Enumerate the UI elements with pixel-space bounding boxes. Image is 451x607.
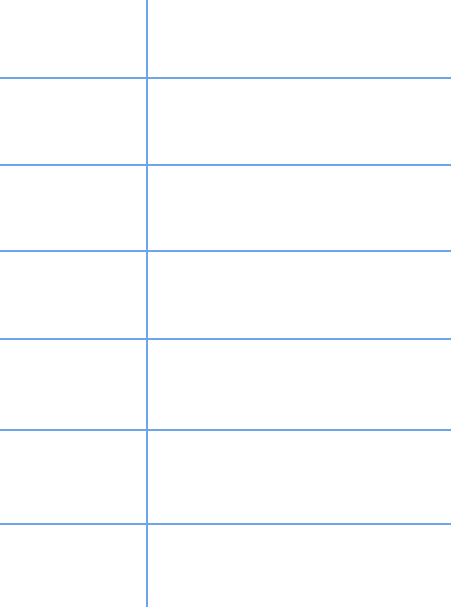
horizontal-divider: [0, 523, 451, 525]
grid-row: [0, 340, 451, 429]
row-label-cell[interactable]: [0, 0, 146, 77]
row-label-cell[interactable]: [0, 431, 146, 523]
grid-row: [0, 525, 451, 607]
row-label-cell[interactable]: [0, 166, 146, 250]
vertical-margin-line: [146, 0, 148, 607]
horizontal-divider: [0, 250, 451, 252]
horizontal-divider: [0, 429, 451, 431]
grid-row: [0, 0, 451, 77]
grid-row: [0, 252, 451, 338]
row-content-cell[interactable]: [148, 252, 451, 338]
row-content-cell[interactable]: [148, 0, 451, 77]
row-label-cell[interactable]: [0, 252, 146, 338]
row-content-cell[interactable]: [148, 340, 451, 429]
grid-row: [0, 166, 451, 250]
row-label-cell[interactable]: [0, 340, 146, 429]
row-content-cell[interactable]: [148, 431, 451, 523]
row-content-cell[interactable]: [148, 525, 451, 607]
row-content-cell[interactable]: [148, 166, 451, 250]
row-label-cell[interactable]: [0, 525, 146, 607]
horizontal-divider: [0, 77, 451, 79]
grid-row: [0, 431, 451, 523]
grid-row: [0, 79, 451, 164]
row-content-cell[interactable]: [148, 79, 451, 164]
horizontal-divider: [0, 338, 451, 340]
horizontal-divider: [0, 164, 451, 166]
row-label-cell[interactable]: [0, 79, 146, 164]
